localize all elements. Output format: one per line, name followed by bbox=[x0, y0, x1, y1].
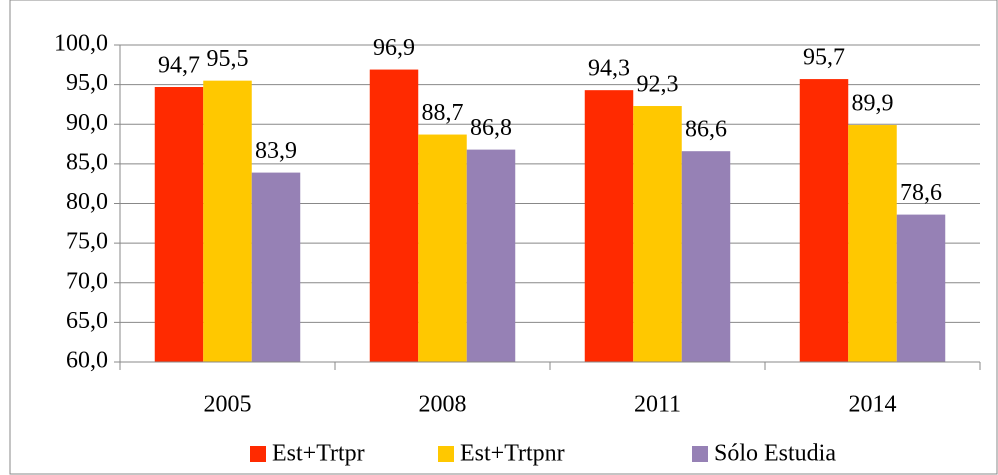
value-label: 89,9 bbox=[852, 91, 894, 117]
chart-frame bbox=[9, 0, 998, 475]
value-label: 92,3 bbox=[637, 72, 679, 98]
bar bbox=[251, 172, 301, 362]
bar bbox=[896, 214, 946, 362]
x-tick-label: 2014 bbox=[849, 392, 897, 418]
legend-label: Sólo Estudia bbox=[714, 441, 836, 467]
bar bbox=[154, 87, 204, 362]
y-tick-label: 85,0 bbox=[66, 149, 108, 175]
value-label: 88,7 bbox=[422, 100, 464, 126]
value-label: 86,6 bbox=[685, 117, 727, 143]
y-tick-label: 60,0 bbox=[66, 348, 108, 374]
bar bbox=[681, 151, 731, 362]
y-tick-label: 75,0 bbox=[66, 229, 108, 255]
value-label: 95,7 bbox=[803, 45, 845, 71]
bar bbox=[633, 106, 682, 363]
y-tick-label: 70,0 bbox=[66, 268, 108, 294]
bar bbox=[848, 125, 897, 362]
y-tick-label: 95,0 bbox=[66, 70, 108, 96]
value-label: 86,8 bbox=[470, 115, 512, 141]
y-tick-label: 90,0 bbox=[66, 110, 108, 136]
x-tick-label: 2011 bbox=[634, 392, 681, 418]
value-label: 78,6 bbox=[900, 180, 942, 206]
bar bbox=[799, 79, 849, 362]
legend-swatch bbox=[692, 446, 708, 462]
legend-label: Est+Trtpr bbox=[272, 441, 365, 467]
value-label: 83,9 bbox=[255, 138, 297, 164]
value-label: 94,7 bbox=[158, 53, 200, 79]
bar bbox=[203, 80, 252, 362]
legend-label: Est+Trtpnr bbox=[460, 441, 565, 467]
value-label: 95,5 bbox=[207, 46, 249, 72]
bar bbox=[369, 69, 419, 362]
value-label: 94,3 bbox=[588, 56, 630, 82]
legend-swatch bbox=[250, 446, 266, 462]
y-tick-label: 100,0 bbox=[54, 31, 108, 57]
x-tick-label: 2008 bbox=[419, 392, 467, 418]
bar bbox=[466, 149, 516, 362]
bar bbox=[584, 90, 634, 363]
bar bbox=[418, 134, 467, 362]
y-tick-label: 80,0 bbox=[66, 189, 108, 215]
y-tick-label: 65,0 bbox=[66, 308, 108, 334]
legend-swatch bbox=[438, 446, 454, 462]
x-tick-label: 2005 bbox=[204, 392, 252, 418]
value-label: 96,9 bbox=[373, 35, 415, 61]
